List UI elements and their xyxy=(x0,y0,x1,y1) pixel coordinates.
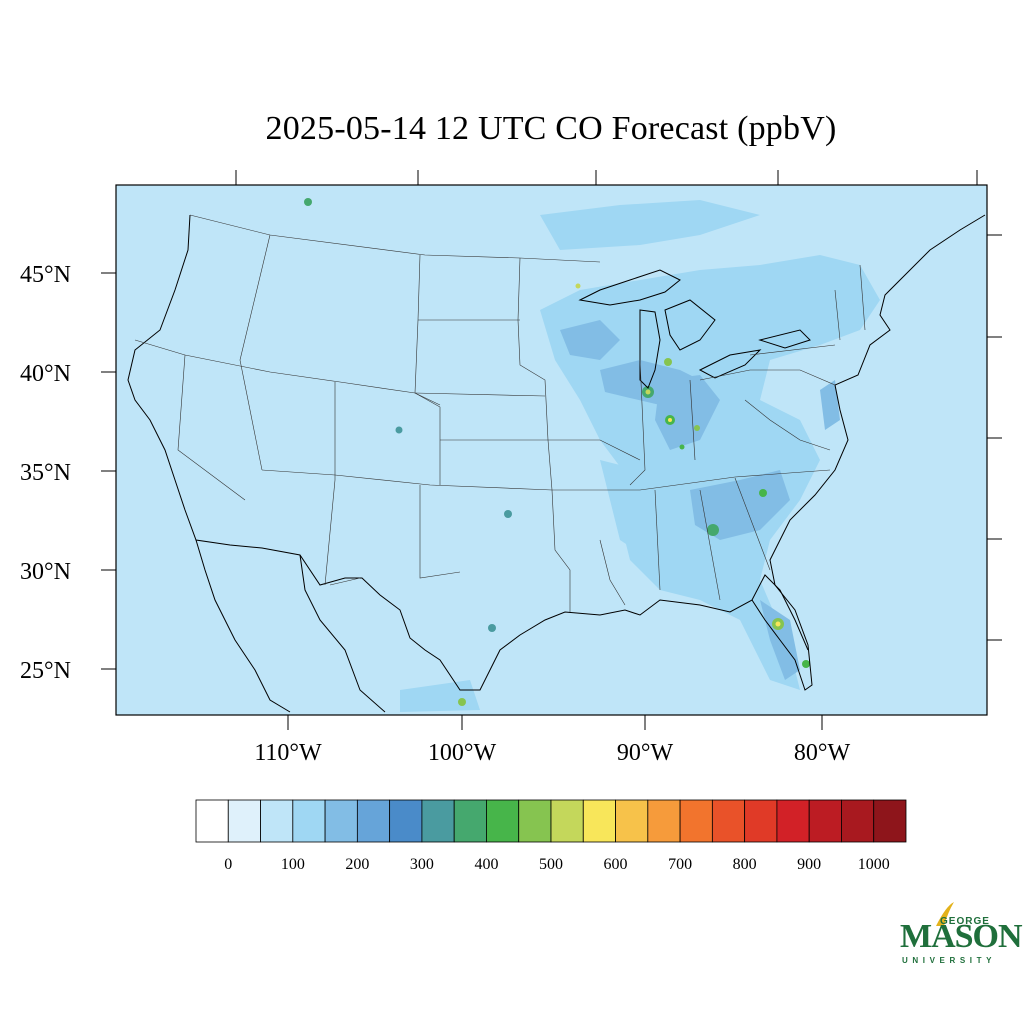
gmu-logo: GEORGE MASON UNIVERSITY xyxy=(896,896,1023,976)
colorbar-swatch xyxy=(324,799,358,843)
colorbar-tick-label: 600 xyxy=(604,856,628,873)
great-lakes-huron xyxy=(664,299,716,351)
lat-label: 45°N xyxy=(20,262,71,288)
colorbar-swatch xyxy=(841,799,875,843)
colorbar-swatch xyxy=(744,799,778,843)
left-ticks xyxy=(101,272,116,670)
colorbar-swatch xyxy=(582,799,616,843)
colorbar-swatch xyxy=(679,799,713,843)
hotspot-denver xyxy=(395,426,403,434)
florida xyxy=(751,574,809,651)
colorbar-swatch xyxy=(453,799,487,843)
lon-label: 80°W xyxy=(794,740,851,766)
colorbar-swatch xyxy=(615,799,649,843)
logo-george: GEORGE xyxy=(940,916,990,927)
hotspot-miami xyxy=(802,660,810,668)
great-lakes-erie xyxy=(698,349,762,379)
colorbar-swatch xyxy=(776,799,810,843)
colorbar-tick-label: 0 xyxy=(224,856,232,873)
colorbar-tick-label: 200 xyxy=(345,856,369,873)
hotspot-minneapolis xyxy=(575,283,581,289)
great-lakes-michigan xyxy=(639,309,661,389)
state-lines xyxy=(134,214,866,612)
baja xyxy=(195,539,291,713)
colorbar-swatch xyxy=(518,799,552,843)
us-outline xyxy=(127,214,986,691)
hotspot-north xyxy=(304,198,312,206)
great-lakes-ontario xyxy=(758,329,811,349)
latitude-labels: 45°N 40°N 35°N 30°N 25°N xyxy=(20,262,71,684)
lon-label: 110°W xyxy=(254,740,322,766)
colorbar-swatch xyxy=(195,799,229,843)
co-hotspots xyxy=(304,198,810,706)
colorbar-swatch xyxy=(421,799,455,843)
lat-label: 25°N xyxy=(20,658,71,684)
colorbar-tick-label: 900 xyxy=(797,856,821,873)
lon-label: 100°W xyxy=(428,740,497,766)
great-lakes-superior xyxy=(578,269,681,306)
logo-university: UNIVERSITY xyxy=(902,956,997,965)
colorbar-swatch xyxy=(389,799,423,843)
hotspot-stlouis xyxy=(679,444,685,450)
colorbar-tick-label: 300 xyxy=(410,856,434,873)
colorbar-swatch xyxy=(260,799,294,843)
map-title: 2025-05-14 12 UTC CO Forecast (ppbV) xyxy=(265,110,837,147)
longitude-labels: 110°W 100°W 90°W 80°W xyxy=(254,740,850,766)
colorbar-tick-label: 700 xyxy=(668,856,692,873)
hotspot-charlotte xyxy=(759,489,767,497)
colorbar-tick-label: 400 xyxy=(474,856,498,873)
lat-label: 40°N xyxy=(20,361,71,387)
colorbar-tick-label: 100 xyxy=(281,856,305,873)
map-panel xyxy=(115,184,988,716)
colorbar-swatch xyxy=(711,799,746,843)
top-ticks xyxy=(235,170,978,185)
coastlines xyxy=(127,214,986,713)
logo-mason: MASON xyxy=(900,918,1023,955)
hotspot-atlanta xyxy=(707,524,719,536)
colorbar-swatch xyxy=(808,799,842,843)
map-frame xyxy=(115,184,988,716)
lon-label: 90°W xyxy=(617,740,674,766)
colorbar-swatch xyxy=(550,799,584,843)
gulf-mexico-coast xyxy=(299,554,386,713)
hotspot-dallas xyxy=(504,510,512,518)
colorbar-labels: 0 100 200 300 400 500 600 700 800 900 1000 xyxy=(224,856,889,873)
hotspot-monterrey xyxy=(458,698,466,706)
right-ticks xyxy=(987,234,1002,641)
colorbar-swatch xyxy=(873,799,907,843)
bottom-ticks xyxy=(287,715,823,730)
colorbar-tick-label: 800 xyxy=(733,856,757,873)
colorbar-tick-label: 500 xyxy=(539,856,563,873)
colorbar-swatch xyxy=(356,799,391,843)
hotspot-houston xyxy=(488,624,496,632)
colorbar-tick-label: 1000 xyxy=(858,856,890,873)
colorbar-swatch xyxy=(227,799,261,843)
logo-swoosh-icon xyxy=(936,902,954,926)
colorbar-swatch xyxy=(486,799,520,843)
colorbar-swatch xyxy=(647,799,681,843)
colorbar-swatch xyxy=(292,799,326,843)
lat-label: 30°N xyxy=(20,559,71,585)
hotspot-louisville xyxy=(694,425,700,431)
lat-label: 35°N xyxy=(20,460,71,486)
colorbar xyxy=(195,799,907,843)
hotspot-detroit xyxy=(664,358,672,366)
